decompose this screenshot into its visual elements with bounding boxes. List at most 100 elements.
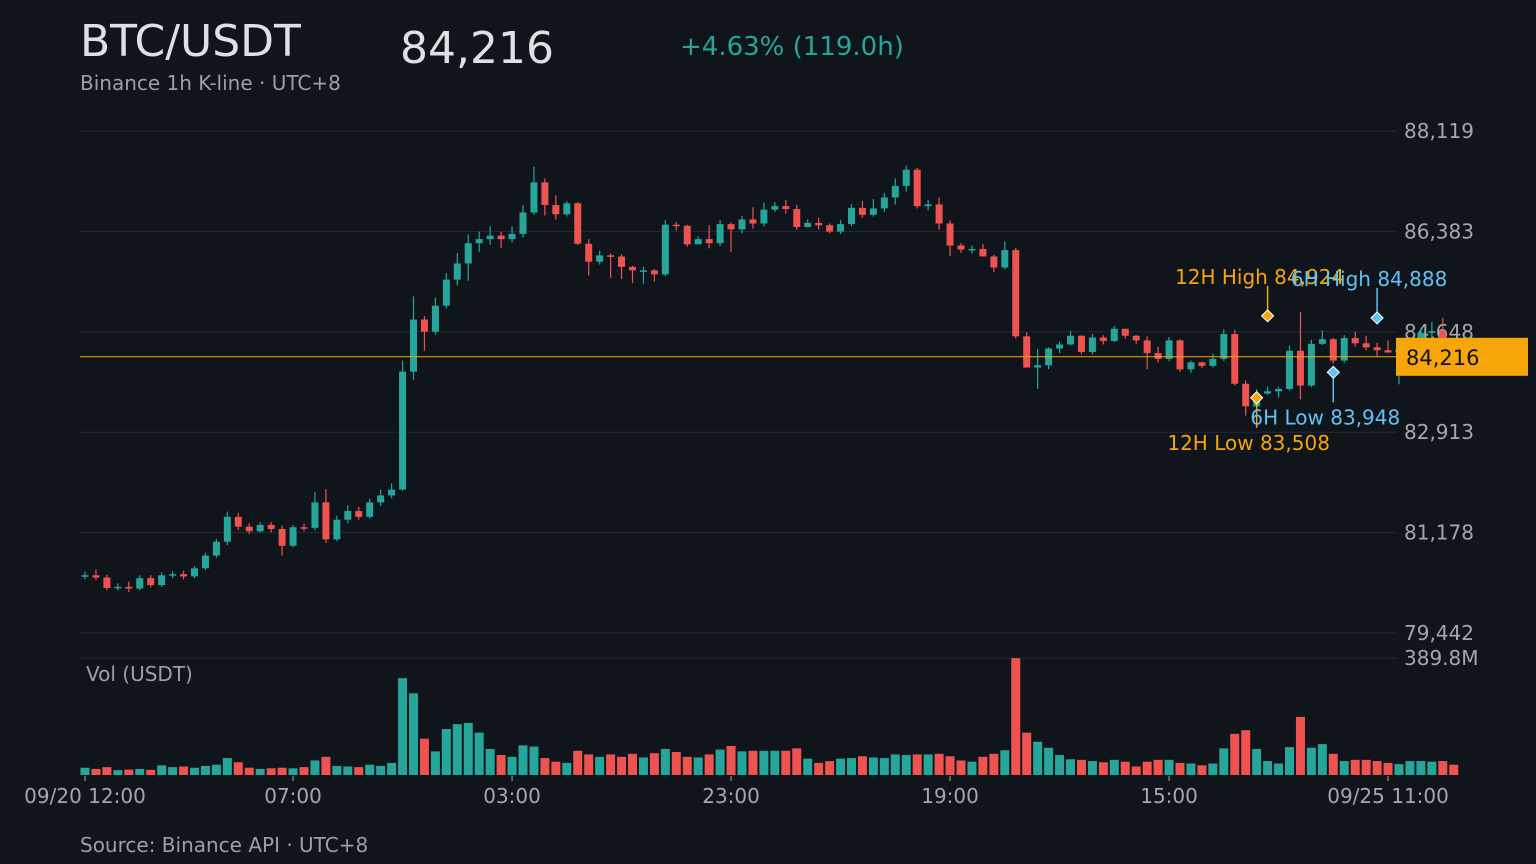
volume-bar <box>1383 762 1393 775</box>
candle-body <box>136 578 144 589</box>
candle-body <box>705 239 713 244</box>
volume-bar <box>200 765 210 775</box>
candle-body <box>891 185 899 198</box>
volume-bar <box>1317 744 1327 775</box>
volume-bar <box>704 754 714 775</box>
volume-bar <box>1044 747 1054 775</box>
volume-bar <box>803 758 813 775</box>
volume-bar <box>1186 763 1196 775</box>
candle-body <box>1373 347 1381 351</box>
candle-body <box>880 197 888 209</box>
current-price: 84,216 <box>400 23 554 74</box>
volume-bar <box>945 756 955 775</box>
volume-bar <box>124 769 134 775</box>
candle-body <box>519 212 527 234</box>
volume-bar <box>485 748 495 775</box>
volume-bar <box>540 758 550 775</box>
volume-bar <box>1306 747 1316 775</box>
candle-body <box>1001 250 1009 268</box>
volume-bar <box>135 768 145 775</box>
candle-body <box>497 235 505 240</box>
candle-body <box>125 586 133 589</box>
candle-body <box>771 206 779 210</box>
y-tick-label: 88,119 <box>1404 119 1474 143</box>
volume-bar <box>80 767 90 775</box>
candle-body <box>355 511 363 517</box>
volume-bar <box>222 758 232 775</box>
volume-bar <box>1197 765 1207 775</box>
candle-body <box>464 243 472 264</box>
candle-body <box>1318 339 1326 344</box>
volume-bar <box>441 728 451 775</box>
volume-bar <box>1427 761 1437 775</box>
candle-body <box>607 255 615 257</box>
candle-body <box>1220 334 1228 359</box>
candle-body <box>1176 340 1184 370</box>
candle-body <box>377 495 385 503</box>
volume-bar <box>1416 761 1426 775</box>
candle-body <box>837 224 845 232</box>
candle-body <box>1110 328 1118 341</box>
volume-bar <box>354 767 364 775</box>
candle-body <box>1362 343 1370 348</box>
annotation-marker <box>1260 309 1275 323</box>
time-axis: 09/20 12:00 07:00 03:00 23:00 19:00 15:00 09/2… <box>24 776 1449 808</box>
volume-bar <box>387 762 397 775</box>
volume-bar <box>211 764 221 775</box>
volume-bar <box>1175 762 1185 775</box>
candle-body <box>541 182 549 205</box>
candle-body <box>431 305 439 332</box>
volume-bar <box>923 754 933 775</box>
volume-bar <box>1120 761 1130 775</box>
volume-bar <box>901 755 911 775</box>
high-low-annotations: 12H High 84,924 12H Low 83,508 6H High 84,… <box>1167 265 1447 455</box>
candle-body <box>1264 391 1272 394</box>
x-tick-label: 03:00 <box>483 784 541 808</box>
candle-body <box>1307 343 1315 386</box>
candle-body <box>399 371 407 490</box>
candle-body <box>1023 336 1031 368</box>
y-tick-label: 86,383 <box>1404 219 1474 243</box>
annotation-marker <box>1370 311 1384 325</box>
volume-bar <box>1438 761 1448 775</box>
volume-bar <box>770 750 780 775</box>
candles <box>81 165 1458 593</box>
volume-bar <box>781 750 791 775</box>
volume-bar <box>365 764 375 775</box>
candle-body <box>990 256 998 268</box>
price-grid <box>80 130 1396 659</box>
y-tick-label: 81,178 <box>1404 521 1474 545</box>
candle-body <box>212 541 220 556</box>
x-tick-label: 23:00 <box>702 784 760 808</box>
volume-bar <box>967 761 977 775</box>
volume-bar <box>595 756 605 775</box>
volume-bar <box>1361 759 1371 775</box>
volume-bar <box>606 754 616 775</box>
candle-body <box>92 575 100 578</box>
candle-body <box>344 511 352 520</box>
volume-bar <box>1449 764 1459 775</box>
volume-bar <box>452 724 462 775</box>
volume-bar <box>1000 750 1010 775</box>
candle-body <box>618 256 626 267</box>
candle-body <box>1132 335 1140 341</box>
y-tick-label: 82,913 <box>1404 420 1474 444</box>
volume-bar <box>726 745 736 775</box>
candle-body <box>749 219 757 224</box>
volume-bar <box>419 738 429 775</box>
candle-body <box>388 489 396 496</box>
price-change: +4.63% (119.0h) <box>680 32 904 62</box>
volume-bar <box>1055 755 1065 775</box>
x-tick-label: 09/20 12:00 <box>24 784 146 808</box>
candle-body <box>1209 358 1217 366</box>
candle-body <box>683 225 691 245</box>
candle-body <box>804 222 812 227</box>
candle-body <box>563 203 571 215</box>
volume-bar <box>518 745 528 775</box>
volume-bar <box>551 761 561 775</box>
volume-bar <box>1252 748 1262 775</box>
annotation-marker <box>1249 391 1264 405</box>
chart-subtitle: Binance 1h K-line · UTC+8 <box>80 71 341 95</box>
candle-body <box>782 206 790 210</box>
volume-bar <box>857 756 867 775</box>
